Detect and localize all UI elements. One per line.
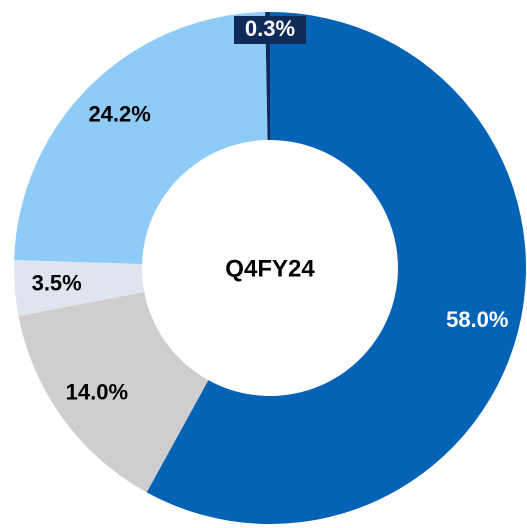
donut-slice — [265, 12, 270, 141]
donut-slice — [18, 291, 209, 493]
center-label: Q4FY24 — [225, 255, 315, 282]
donut-slice — [146, 12, 526, 524]
label-background — [234, 16, 306, 44]
data-label: 0.3% — [245, 16, 295, 41]
data-label: 58.0% — [446, 307, 508, 332]
data-label: 14.0% — [66, 380, 128, 405]
data-label: 24.2% — [88, 102, 150, 127]
donut-slice — [14, 259, 145, 316]
donut-slice — [14, 12, 268, 264]
data-label: 3.5% — [32, 271, 82, 296]
donut-hole — [143, 141, 397, 395]
